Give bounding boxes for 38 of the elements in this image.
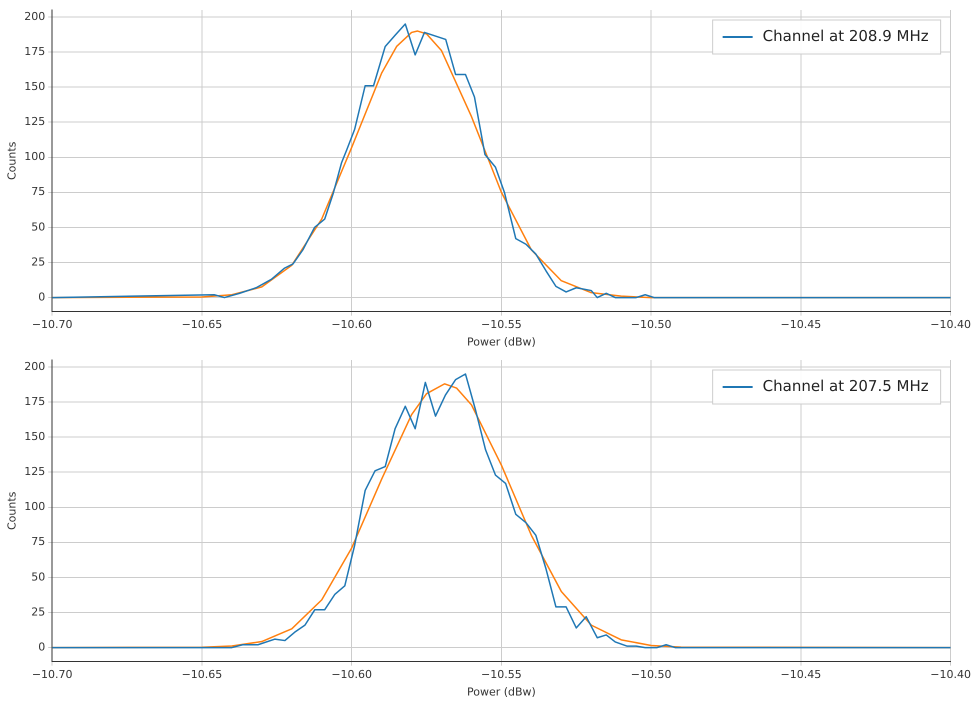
x-tick-label: −10.65 (182, 318, 222, 332)
y-tick-label: 100 (24, 500, 46, 514)
x-tick-label: −10.60 (331, 318, 372, 332)
x-tick-label: −10.70 (32, 668, 73, 682)
x-tick-label: −10.45 (780, 318, 822, 332)
x-tick-label: −10.40 (930, 668, 972, 682)
y-tick-label: 125 (24, 115, 46, 128)
x-axis-title: Power (dBw) (466, 335, 536, 348)
x-tick-label: −10.55 (481, 318, 522, 332)
x-tick-label: −10.45 (780, 668, 822, 682)
legend-label: Channel at 208.9 MHz (762, 26, 929, 45)
x-tick-label: −10.50 (630, 668, 672, 682)
y-tick-label: 50 (31, 570, 46, 584)
x-tick-label: −10.55 (481, 668, 522, 682)
y-tick-label: 175 (24, 44, 46, 58)
y-tick-label: 175 (24, 394, 46, 408)
y-tick-label: 100 (24, 150, 46, 164)
y-tick-label: 75 (31, 185, 46, 198)
x-tick-label: −10.70 (32, 318, 73, 332)
y-tick-label: 150 (24, 80, 46, 94)
y-tick-label: 25 (31, 605, 46, 618)
y-tick-label: 0 (38, 640, 46, 654)
x-tick-label: −10.60 (331, 668, 372, 682)
y-tick-label: 75 (31, 535, 46, 548)
y-axis-title: Counts (5, 491, 18, 530)
y-tick-label: 0 (38, 290, 46, 304)
x-axis-title: Power (dBw) (466, 685, 536, 698)
y-axis-title: Counts (5, 141, 18, 180)
y-tick-label: 50 (31, 220, 46, 234)
y-tick-label: 25 (31, 255, 46, 268)
y-tick-label: 150 (24, 430, 46, 444)
x-tick-label: −10.50 (630, 318, 672, 332)
y-tick-label: 200 (24, 10, 46, 23)
x-tick-label: −10.40 (930, 318, 972, 332)
y-tick-label: 200 (24, 360, 46, 373)
legend-label: Channel at 207.5 MHz (762, 376, 929, 395)
y-tick-label: 125 (24, 465, 46, 478)
x-tick-label: −10.65 (182, 668, 222, 682)
